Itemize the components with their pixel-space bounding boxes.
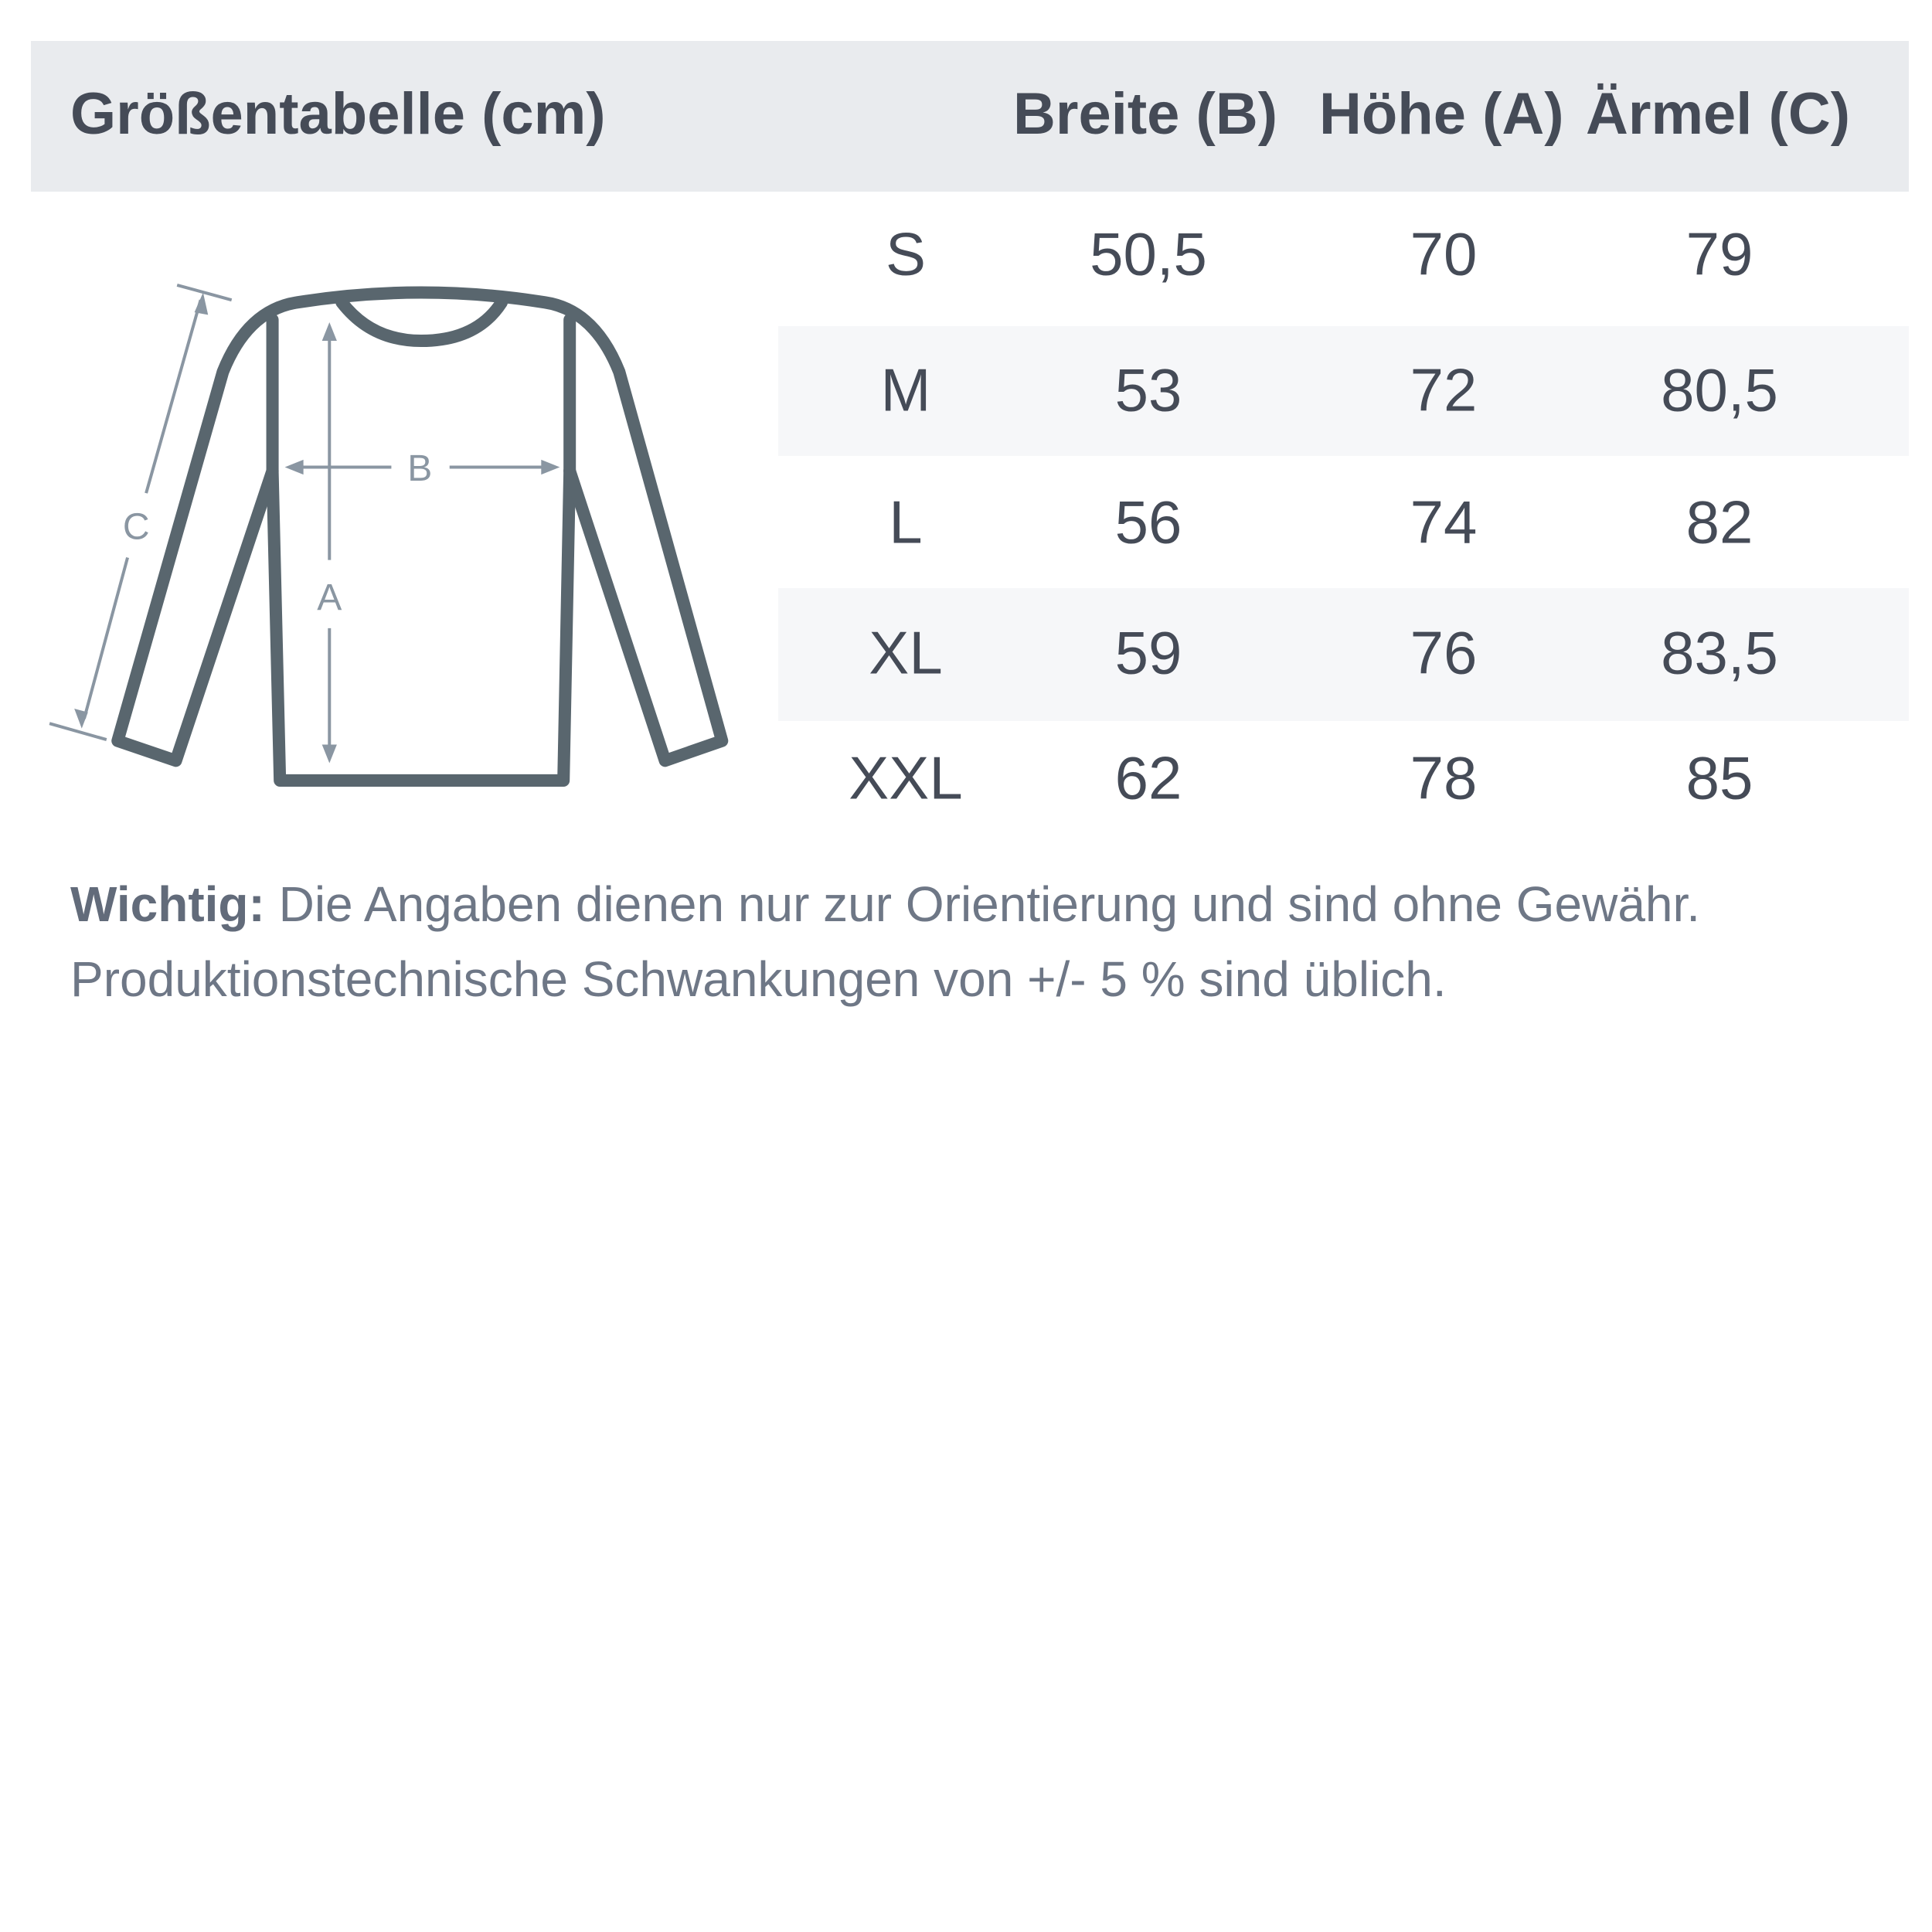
breite-cell: 53 [1114,355,1182,424]
breite-cell: 62 [1114,743,1182,812]
width-label: B [407,447,432,489]
table-title: Größentabelle (cm) [70,81,606,147]
long-sleeve-shirt-icon: C A B [49,283,729,787]
row-stripe [778,326,1909,456]
note-label: Wichtig: [70,876,265,932]
note-line-1: Wichtig: Die Angaben dienen nur zur Orie… [70,876,1700,933]
hoehe-cell: 78 [1410,743,1478,812]
aermel-cell: 82 [1685,488,1753,556]
breite-cell: 56 [1114,488,1182,556]
table-header [31,41,1909,192]
aermel-cell: 79 [1685,219,1753,288]
size-cell: XXL [849,743,963,812]
note-line-2: Produktionstechnische Schwankungen von +… [70,951,1447,1007]
size-cell: S [885,219,927,288]
column-header-hoehe: Höhe (A) [1319,81,1564,147]
height-label: A [317,577,342,618]
hoehe-cell: 74 [1410,488,1478,556]
row-stripe [778,588,1909,721]
size-cell: L [889,488,923,556]
hoehe-cell: 72 [1410,355,1478,424]
column-header-aermel: Ärmel (C) [1586,81,1851,147]
size-cell: XL [869,618,943,687]
sleeve-label: C [123,505,150,547]
size-cell: M [880,355,931,424]
note-text-1: Die Angaben dienen nur zur Orientierung … [278,876,1701,932]
hoehe-cell: 70 [1410,219,1478,288]
hoehe-cell: 76 [1410,618,1478,687]
breite-cell: 59 [1114,618,1182,687]
aermel-cell: 80,5 [1661,355,1778,424]
breite-cell: 50,5 [1090,219,1207,288]
column-header-breite: Breite (B) [1013,81,1278,147]
aermel-cell: 85 [1685,743,1753,812]
aermel-cell: 83,5 [1661,618,1778,687]
